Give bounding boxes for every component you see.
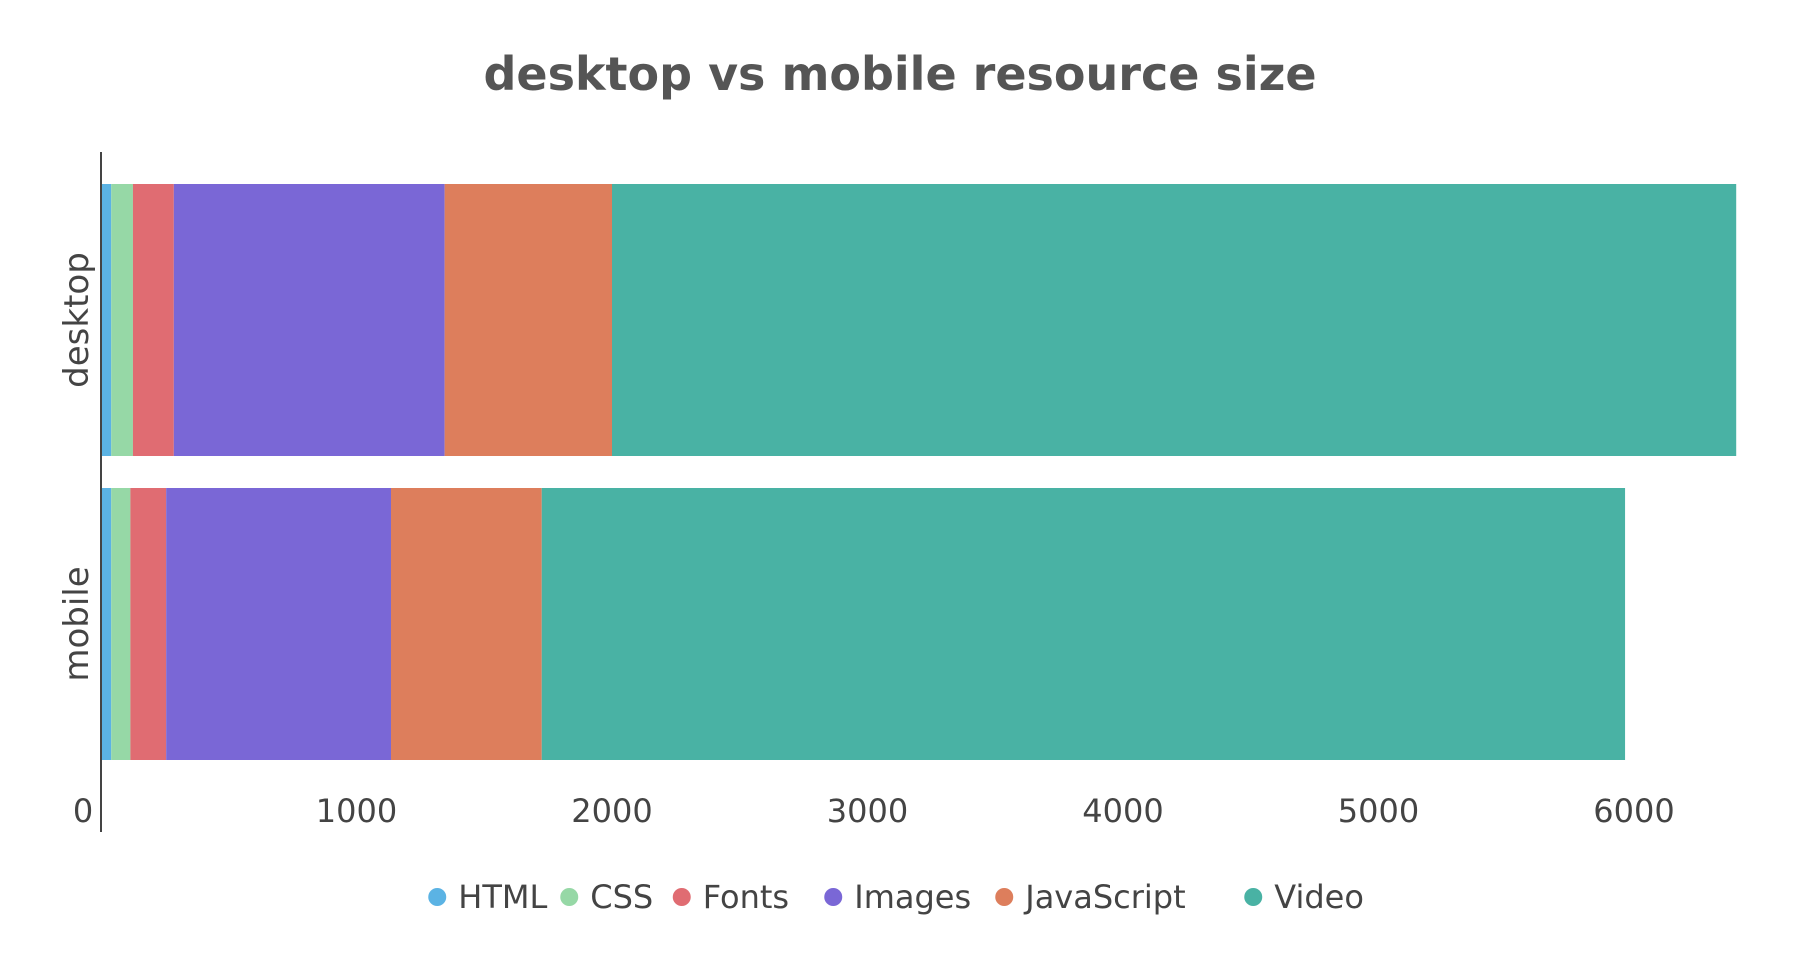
chart-title: desktop vs mobile resource size — [483, 47, 1316, 101]
x-tick-label-3000: 3000 — [827, 792, 908, 830]
legend-marker-css — [560, 888, 579, 906]
bar-desktop-images — [173, 184, 445, 456]
legend-label-javascript: JavaScript — [1023, 878, 1185, 916]
category-label-mobile: mobile — [57, 566, 97, 681]
bar-mobile-javascript — [390, 488, 542, 760]
legend-marker-html — [428, 888, 447, 906]
x-tick-label-5000: 5000 — [1338, 792, 1419, 830]
x-tick-label-6000: 6000 — [1593, 792, 1674, 830]
category-labels: desktop mobile — [57, 252, 97, 681]
legend-label-video: Video — [1274, 878, 1364, 916]
legend-label-css: CSS — [590, 878, 653, 916]
bars-group — [101, 184, 1737, 760]
x-tick-label-2000: 2000 — [571, 792, 652, 830]
legend-marker-images — [824, 888, 843, 906]
legend-label-fonts: Fonts — [703, 878, 789, 916]
bar-mobile-css — [111, 488, 131, 760]
legend-label-html: HTML — [458, 878, 547, 916]
bar-mobile-html — [101, 488, 112, 760]
x-axis-ticks: 0 1000 2000 3000 4000 5000 6000 — [73, 792, 1675, 830]
legend-label-images: Images — [854, 878, 971, 916]
bar-mobile-images — [166, 488, 391, 760]
bar-desktop-fonts — [132, 184, 174, 456]
bar-mobile-fonts — [130, 488, 167, 760]
bar-desktop-html — [101, 184, 112, 456]
legend-marker-javascript — [995, 888, 1014, 906]
bar-desktop-video — [612, 184, 1737, 456]
category-label-desktop: desktop — [57, 252, 97, 388]
legend: HTML CSS Fonts Images JavaScript Video — [428, 878, 1364, 916]
bar-desktop-css — [111, 184, 133, 456]
x-tick-label-1000: 1000 — [316, 792, 397, 830]
x-tick-label-4000: 4000 — [1082, 792, 1163, 830]
legend-marker-video — [1244, 888, 1263, 906]
legend-marker-fonts — [672, 888, 691, 906]
bar-mobile-video — [541, 488, 1626, 760]
bar-desktop-javascript — [444, 184, 612, 456]
x-tick-label-0: 0 — [73, 792, 93, 830]
